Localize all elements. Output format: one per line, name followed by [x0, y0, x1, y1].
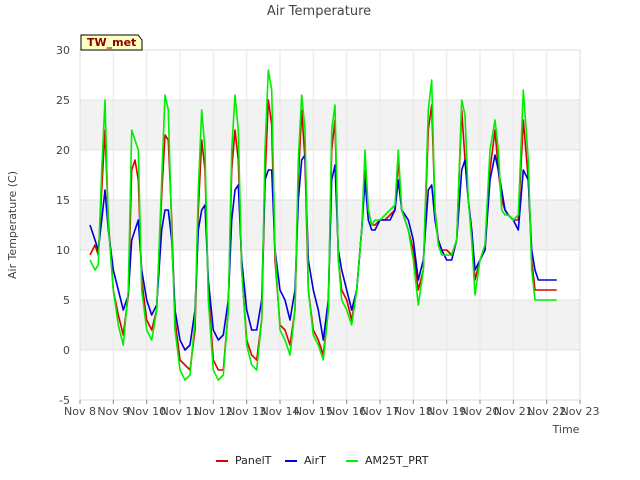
legend-label: AM25T_PRT: [365, 454, 429, 467]
y-axis-label: Air Temperature (C): [6, 171, 19, 279]
x-tick-label: Nov 18: [394, 405, 433, 418]
x-tick-label: Nov 22: [527, 405, 566, 418]
legend-item: AirT: [285, 454, 326, 467]
y-tick-label: 15: [56, 194, 70, 207]
x-tick-label: Nov 8: [64, 405, 96, 418]
x-tick-label: Nov 23: [561, 405, 600, 418]
x-tick-label: Nov 17: [361, 405, 400, 418]
series-line-am25t_prt: [89, 69, 557, 381]
x-tick-label: Nov 16: [327, 405, 366, 418]
series-lines: [89, 69, 557, 381]
y-tick-label: 30: [56, 44, 70, 57]
chart-title: Air Temperature: [267, 4, 371, 19]
legend-item: AM25T_PRT: [346, 454, 429, 467]
y-tick-label: 20: [56, 144, 70, 157]
x-tick-label: Nov 10: [127, 405, 166, 418]
x-axis-label: Time: [552, 423, 580, 436]
tag-badge: TW_met: [80, 34, 143, 51]
x-tick-label: Nov 20: [461, 405, 500, 418]
legend: PanelT AirT AM25T_PRT: [216, 454, 429, 467]
band: [80, 300, 580, 350]
y-axis-ticks: -5 0 5 10 15 20 25 30: [56, 44, 70, 407]
x-tick-label: Nov 21: [494, 405, 533, 418]
y-tick-label: 25: [56, 94, 70, 107]
legend-label: PanelT: [235, 454, 272, 467]
x-tick-label: Nov 13: [227, 405, 266, 418]
y-tick-label: -5: [59, 394, 70, 407]
band: [80, 100, 580, 150]
series-line-airt: [89, 154, 557, 351]
y-tick-label: 5: [63, 294, 70, 307]
tag-label: TW_met: [87, 36, 136, 49]
y-tick-label: 0: [63, 344, 70, 357]
y-tick-label: 10: [56, 244, 70, 257]
legend-item: PanelT: [216, 454, 272, 467]
plot-area: [79, 49, 581, 401]
x-tick-label: Nov 15: [294, 405, 333, 418]
x-tick-label: Nov 19: [427, 405, 466, 418]
x-tick-label: Nov 12: [194, 405, 233, 418]
x-tick-label: Nov 11: [161, 405, 200, 418]
legend-label: AirT: [304, 454, 326, 467]
x-tick-label: Nov 9: [97, 405, 129, 418]
x-tick-label: Nov 14: [261, 405, 300, 418]
